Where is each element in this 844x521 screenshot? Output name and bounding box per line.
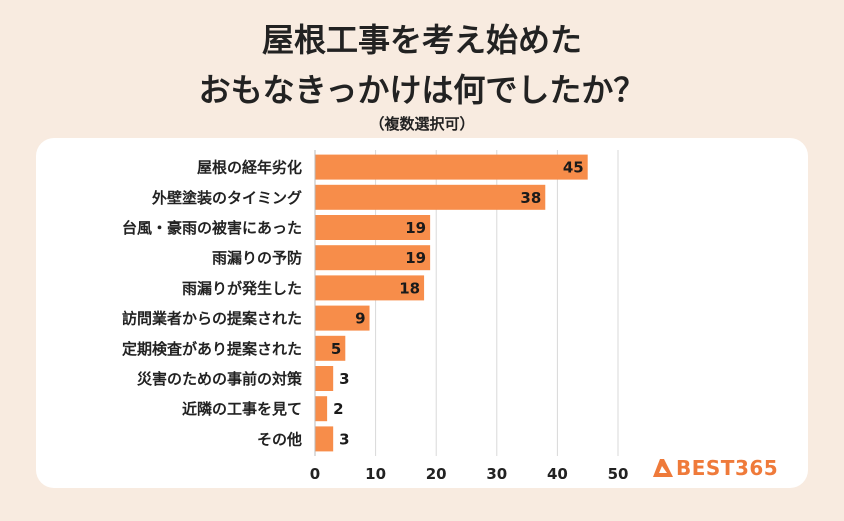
bar xyxy=(315,335,346,361)
x-tick-label: 40 xyxy=(547,465,568,483)
bar xyxy=(315,275,425,301)
bar xyxy=(315,215,431,240)
x-tick-label: 20 xyxy=(426,465,447,483)
bar xyxy=(315,305,370,331)
bar-value-label: 45 xyxy=(563,159,584,177)
brand-mark-icon xyxy=(653,459,673,477)
x-tick-label: 30 xyxy=(486,465,507,483)
x-tick-label: 50 xyxy=(608,465,629,483)
bar-value-label: 19 xyxy=(405,219,426,237)
bar xyxy=(315,396,328,422)
category-label: 雨漏りが発生した xyxy=(182,279,302,297)
bar-value-label: 3 xyxy=(339,370,349,388)
bar xyxy=(315,366,334,391)
bar xyxy=(315,245,431,271)
category-label: 近隣の工事を見て xyxy=(182,400,302,418)
bar-value-label: 3 xyxy=(339,430,349,448)
bar-value-label: 19 xyxy=(405,249,426,267)
category-label: 災害のための事前の対策 xyxy=(137,370,303,388)
category-label: 屋根の経年劣化 xyxy=(197,159,302,177)
bar-value-label: 9 xyxy=(355,310,365,328)
chart-title-line1: 屋根工事を考え始めた xyxy=(261,21,582,59)
category-label: 雨漏りの予防 xyxy=(212,249,302,267)
category-label: その他 xyxy=(257,430,302,448)
category-label: 台風・豪雨の被害にあった xyxy=(122,219,302,237)
bar-value-label: 38 xyxy=(520,189,541,207)
bar-value-label: 18 xyxy=(399,279,420,297)
category-label: 訪問業者からの提案された xyxy=(122,310,302,328)
x-tick-label: 0 xyxy=(310,465,320,483)
category-label: 外壁塗装のタイミング xyxy=(151,189,302,207)
bar xyxy=(315,154,588,180)
brand-name: BEST365 xyxy=(676,456,779,480)
bar xyxy=(315,426,334,452)
bar-value-label: 2 xyxy=(333,400,343,418)
chart-title-line2: おもなきっかけは何でしたか？ xyxy=(198,71,646,109)
x-tick-label: 10 xyxy=(365,465,386,483)
chart-subtitle: （複数選択可） xyxy=(369,115,475,133)
category-label: 定期検査があり提案された xyxy=(122,340,302,358)
bar-value-label: 5 xyxy=(331,340,341,358)
brand-logo: BEST365 xyxy=(652,456,778,480)
bar xyxy=(315,184,546,210)
